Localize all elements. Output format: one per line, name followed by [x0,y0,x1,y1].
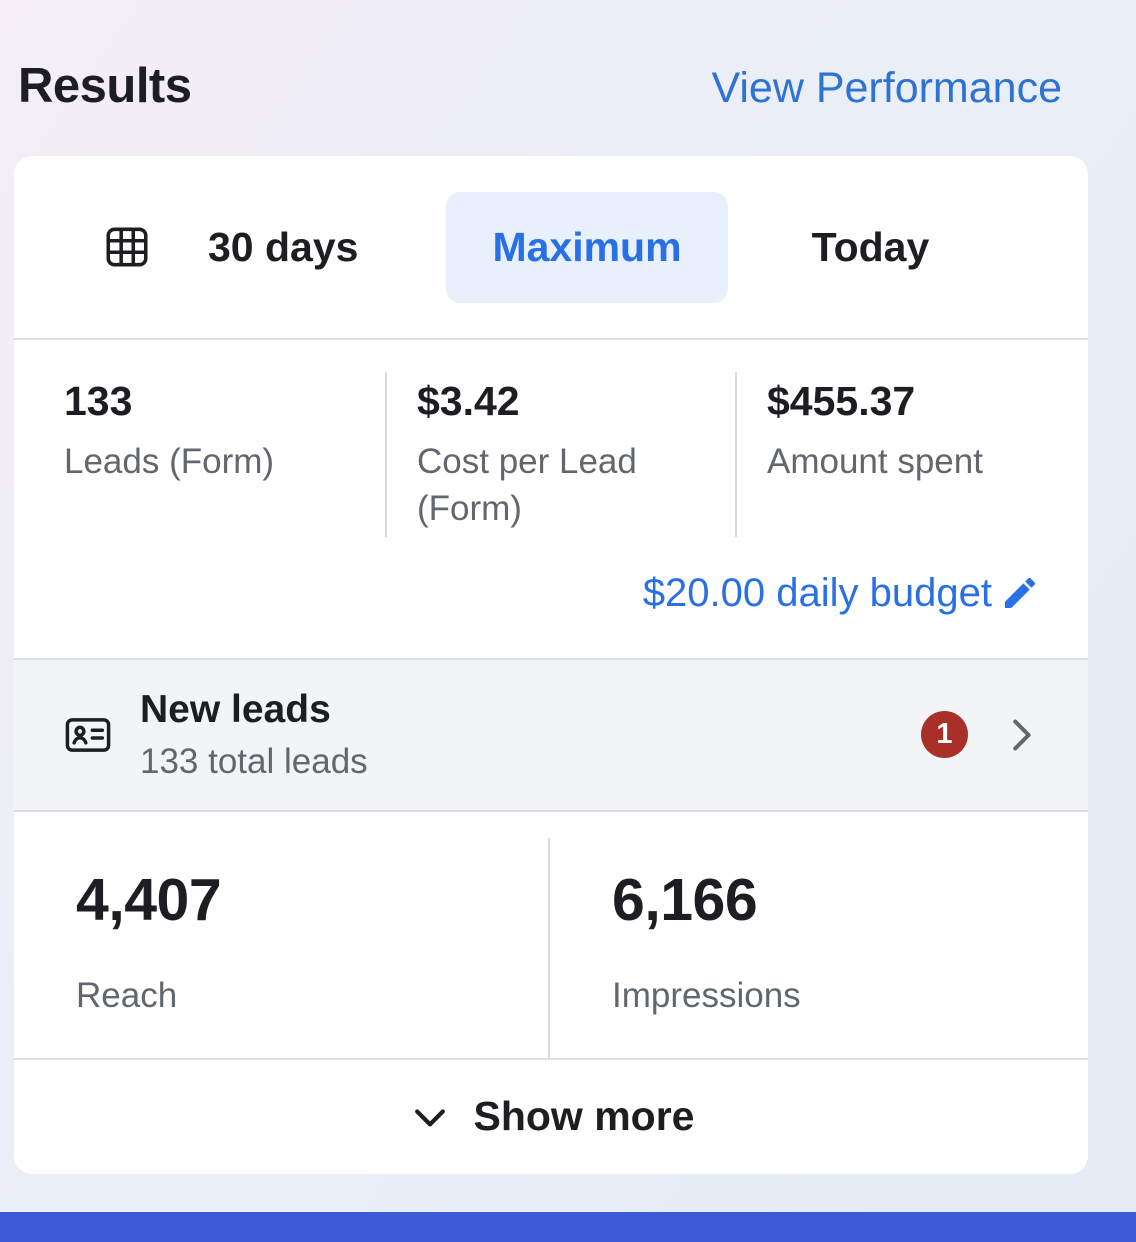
show-more-button[interactable]: Show more [14,1057,1088,1174]
total-leads-subtitle: 133 total leads [140,741,368,781]
metric-impressions: 6,166 Impressions [548,837,1088,1058]
new-leads-title: New leads [140,687,331,731]
chevron-down-icon [408,1095,452,1139]
stat-value: $455.37 [767,378,916,424]
edit-pencil-icon [1000,573,1040,613]
tab-30-days[interactable]: 30 days [208,223,359,270]
stat-label: Leads (Form) [64,442,275,481]
tab-maximum[interactable]: Maximum [446,191,728,303]
chevron-right-icon [998,712,1044,758]
contact-card-icon [62,709,114,761]
results-header: Results View Performance [0,0,1136,114]
metric-label: Reach [76,975,178,1015]
stat-cost-per-lead: $3.42 Cost per Lead (Form) [385,372,735,537]
new-leads-row[interactable]: New leads 133 total leads 1 [14,657,1088,812]
stat-value: 133 [64,378,133,424]
edit-daily-budget-link[interactable]: $20.00 daily budget [14,537,1088,658]
metrics-row: 4,407 Reach 6,166 Impressions [14,812,1088,1058]
divider [14,338,1088,340]
results-card: 30 days Maximum Today 133 Leads (Form) $… [14,156,1088,1174]
daily-budget-label: $20.00 daily budget [642,570,992,615]
calendar-icon [102,222,152,272]
date-range-tabs: 30 days Maximum Today [14,156,1088,338]
calendar-button[interactable] [102,222,152,272]
new-leads-count-badge: 1 [921,711,968,759]
leads-text: New leads 133 total leads [140,688,368,782]
stats-section: 133 Leads (Form) $3.42 Cost per Lead (Fo… [14,340,1088,658]
metric-label: Impressions [612,975,801,1015]
stat-label: Cost per Lead (Form) [417,442,637,528]
view-performance-link[interactable]: View Performance [711,64,1062,112]
stats-row: 133 Leads (Form) $3.42 Cost per Lead (Fo… [14,372,1088,537]
tab-today[interactable]: Today [811,223,930,270]
page-title: Results [18,59,192,113]
show-more-label: Show more [473,1093,695,1140]
stat-amount-spent: $455.37 Amount spent [735,372,1088,537]
metric-reach: 4,407 Reach [14,838,548,1058]
stat-value: $3.42 [417,378,520,424]
metric-value: 6,166 [612,866,758,933]
stat-leads-form: 133 Leads (Form) [14,372,385,537]
bottom-cta-partial[interactable] [0,1212,1136,1242]
metric-value: 4,407 [76,866,222,933]
stat-label: Amount spent [767,442,983,481]
